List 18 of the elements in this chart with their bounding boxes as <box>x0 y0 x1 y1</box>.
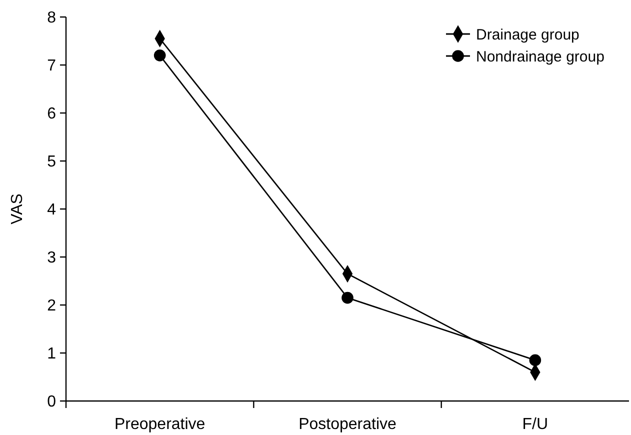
x-tick-label: Postoperative <box>298 416 397 433</box>
point <box>342 292 354 304</box>
x-tick-label: F/U <box>522 416 548 433</box>
y-tick-label: 7 <box>47 58 56 75</box>
y-tick-label: 2 <box>47 298 56 315</box>
point <box>154 49 166 62</box>
y-tick-label: 3 <box>47 250 56 267</box>
y-tick-label: 8 <box>47 10 56 27</box>
y-tick-label: 5 <box>47 154 56 171</box>
y-tick-label: 1 <box>47 346 56 363</box>
y-tick-label: 4 <box>47 202 56 219</box>
y-tick-label: 6 <box>47 106 56 123</box>
legend-label: Drainage group <box>476 26 580 44</box>
y-tick-label: 0 <box>47 394 56 411</box>
point <box>529 354 542 366</box>
legend-label: Nondrainage group <box>476 48 604 66</box>
x-tick-label: Preoperative <box>114 416 206 433</box>
y-axis-title: VAS <box>9 194 26 224</box>
